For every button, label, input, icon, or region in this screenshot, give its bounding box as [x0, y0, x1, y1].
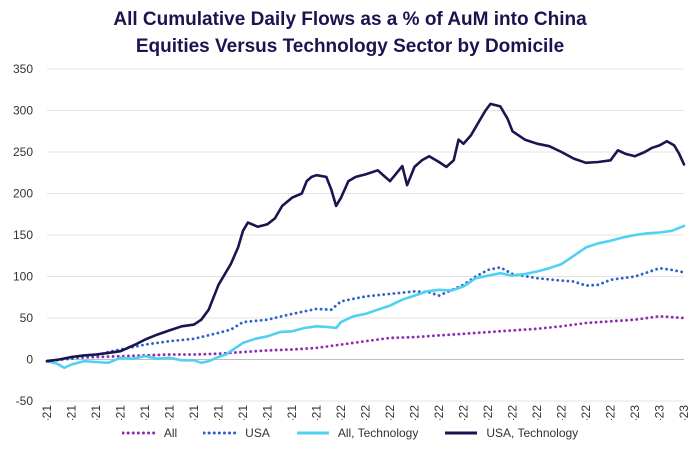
- series-line-all-technology: [45, 224, 686, 370]
- x-tick-label: Oct-22: [555, 405, 569, 420]
- legend-item-all: All: [121, 426, 178, 440]
- chart-title-line-1: All Cumulative Daily Flows as a % of AuM…: [113, 9, 587, 30]
- y-tick-label: 0: [26, 353, 33, 367]
- y-tick-label: 50: [20, 311, 34, 325]
- x-tick-label: Jun-21: [163, 405, 177, 420]
- x-tick-label: Feb-23: [653, 405, 667, 420]
- y-tick-label: 300: [13, 104, 33, 118]
- x-tick-label: Apr-21: [114, 405, 128, 420]
- legend-item-usa-technology: USA, Technology: [444, 426, 578, 440]
- x-axis-ticks: Jan-21 Feb-21 Mar-21 Apr-21 May-21 Jun-21 Jul-…: [40, 405, 691, 420]
- x-tick-label: Sep-22: [530, 405, 544, 420]
- series-lines: [45, 102, 686, 370]
- x-tick-label: Aug-22: [506, 405, 520, 420]
- series-line-usa-technology: [45, 102, 686, 363]
- gridlines: [47, 68, 684, 402]
- x-tick-label: Aug-21: [212, 405, 226, 420]
- y-tick-label: -50: [16, 394, 34, 408]
- x-tick-label: Nov-21: [285, 405, 299, 420]
- x-tick-label: Mar-21: [89, 405, 103, 420]
- x-tick-label: Dec-21: [310, 405, 324, 420]
- legend-label-usa: USA: [245, 426, 270, 440]
- x-tick-label: Feb-22: [359, 405, 373, 420]
- legend-item-all-technology: All, Technology: [296, 426, 419, 440]
- x-tick-label: Mar-23: [677, 405, 691, 420]
- x-tick-label: Jul-21: [187, 405, 201, 420]
- legend-swatch-all-technology: [296, 431, 329, 435]
- legend-label-usa-technology: USA, Technology: [486, 426, 579, 440]
- x-tick-label: Feb-21: [65, 405, 79, 420]
- legend-swatch-all: [121, 431, 156, 435]
- series-line-all: [45, 314, 686, 363]
- x-tick-label: Jun-22: [457, 405, 471, 420]
- x-tick-label: May-22: [432, 405, 446, 420]
- x-tick-label: May-21: [138, 405, 152, 420]
- legend-swatch-usa: [203, 431, 238, 435]
- legend: All USA All, Technology USA, Technology: [0, 426, 700, 440]
- y-tick-label: 250: [13, 145, 33, 159]
- y-tick-label: 150: [13, 228, 33, 242]
- x-tick-label: Dec-22: [604, 405, 618, 420]
- chart-plot: -50 0 50 100 150 200 250 300 350 Jan-21 Feb-21 Mar…: [13, 62, 691, 420]
- legend-label-all-technology: All, Technology: [337, 426, 419, 440]
- x-tick-label: Oct-21: [261, 405, 275, 420]
- y-tick-label: 100: [13, 270, 33, 284]
- legend-swatch-usa-technology: [445, 431, 478, 435]
- x-tick-label: Apr-22: [408, 405, 422, 420]
- y-tick-label: 350: [13, 62, 33, 76]
- legend-item-usa: USA: [203, 426, 270, 440]
- legend-label-all: All: [163, 426, 178, 440]
- x-tick-label: Mar-22: [383, 405, 397, 420]
- x-tick-label: Nov-22: [579, 405, 593, 420]
- chart-title: All Cumulative Daily Flows as a % of AuM…: [0, 6, 700, 60]
- x-tick-label: Jan-23: [628, 405, 642, 420]
- x-tick-label: Jan-22: [334, 405, 348, 420]
- x-tick-label: Sep-21: [236, 405, 250, 420]
- y-axis-ticks: -50 0 50 100 150 200 250 300 350: [13, 62, 33, 408]
- x-tick-label: Jul-22: [481, 405, 495, 420]
- x-tick-label: Jan-21: [40, 405, 54, 420]
- chart-title-line-2: Equities Versus Technology Sector by Dom…: [135, 36, 565, 57]
- series-line-usa: [45, 266, 686, 363]
- y-tick-label: 200: [13, 187, 33, 201]
